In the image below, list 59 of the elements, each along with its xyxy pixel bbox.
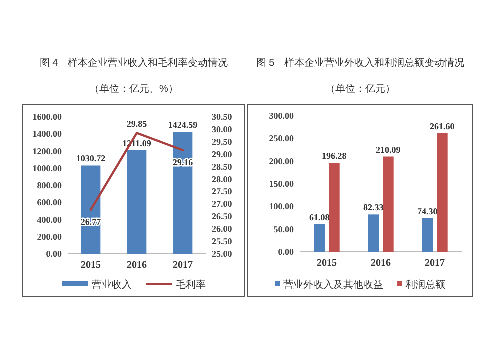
y-tick-label: 1400.00 [32,129,62,140]
data-label: 1030.72 [76,154,106,164]
legend-label: 营业收入 [92,279,132,291]
data-label: 196.28 [322,151,348,162]
x-tick-label: 2015 [317,258,337,269]
y2-tick-label: 30.50 [212,112,233,122]
y-tick-label: 200.00 [37,232,62,242]
y-tick-label: 200.00 [269,156,294,166]
legend-label: 营业外收入及其他收益 [284,279,384,291]
data-label: 29.85 [126,119,148,130]
y-tick-label: 1200.00 [32,146,62,156]
y2-tick-label: 26.00 [212,224,233,234]
bar [127,150,147,254]
bar [314,224,325,252]
y-tick-label: 800.00 [37,180,62,190]
data-label: 1424.59 [168,120,198,130]
y-tick-label: 300.00 [269,111,294,121]
x-tick-label: 2017 [425,258,445,269]
y-tick-label: 600.00 [37,198,62,208]
data-label: 210.09 [376,144,402,155]
y2-tick-label: 30.00 [212,124,233,134]
x-tick-label: 2016 [127,260,147,271]
y-tick-label: 0.00 [46,249,62,259]
x-tick-label: 2017 [173,260,193,271]
y-tick-label: 400.00 [37,214,62,225]
y2-tick-label: 25.50 [212,236,233,247]
bar [437,133,448,252]
bar [173,132,193,254]
x-tick-label: 2015 [81,260,101,271]
y2-tick-label: 27.00 [212,199,233,210]
chart-title: 图 4 样本企业营业收入和毛利率变动情况 [40,57,228,69]
chart-title: 图 5 样本企业营业外收入和利润总额变动情况 [256,57,465,69]
y-tick-label: 50.00 [274,224,294,234]
data-label: 74.30 [417,206,438,216]
y2-tick-label: 25.00 [212,249,233,259]
bar [329,163,340,252]
data-label: 61.08 [309,212,330,222]
bar [368,214,379,252]
y-tick-label: 1600.00 [32,112,62,122]
y-tick-label: 0.00 [278,247,294,257]
y-tick-label: 100.00 [269,202,294,212]
bar [383,156,394,252]
data-label: 82.33 [363,202,384,213]
y-tick-label: 150.00 [269,179,294,189]
y2-tick-label: 28.00 [212,174,233,184]
y-tick-label: 250.00 [269,134,294,144]
y2-tick-label: 26.50 [212,212,233,222]
chart-subtitle: （单位：亿元） [326,83,396,95]
y2-tick-label: 29.50 [212,136,233,147]
y-tick-label: 1000.00 [32,163,62,174]
y2-tick-label: 29.00 [212,149,233,160]
x-tick-label: 2016 [371,258,391,269]
data-label: 261.60 [430,121,456,132]
chart-subtitle: （单位：亿元、%） [90,83,178,95]
legend-label: 利润总额 [406,279,446,291]
legend-label: 毛利率 [176,279,206,291]
bar [422,218,433,252]
y2-tick-label: 27.50 [212,186,233,197]
y2-tick-label: 28.50 [212,162,233,172]
